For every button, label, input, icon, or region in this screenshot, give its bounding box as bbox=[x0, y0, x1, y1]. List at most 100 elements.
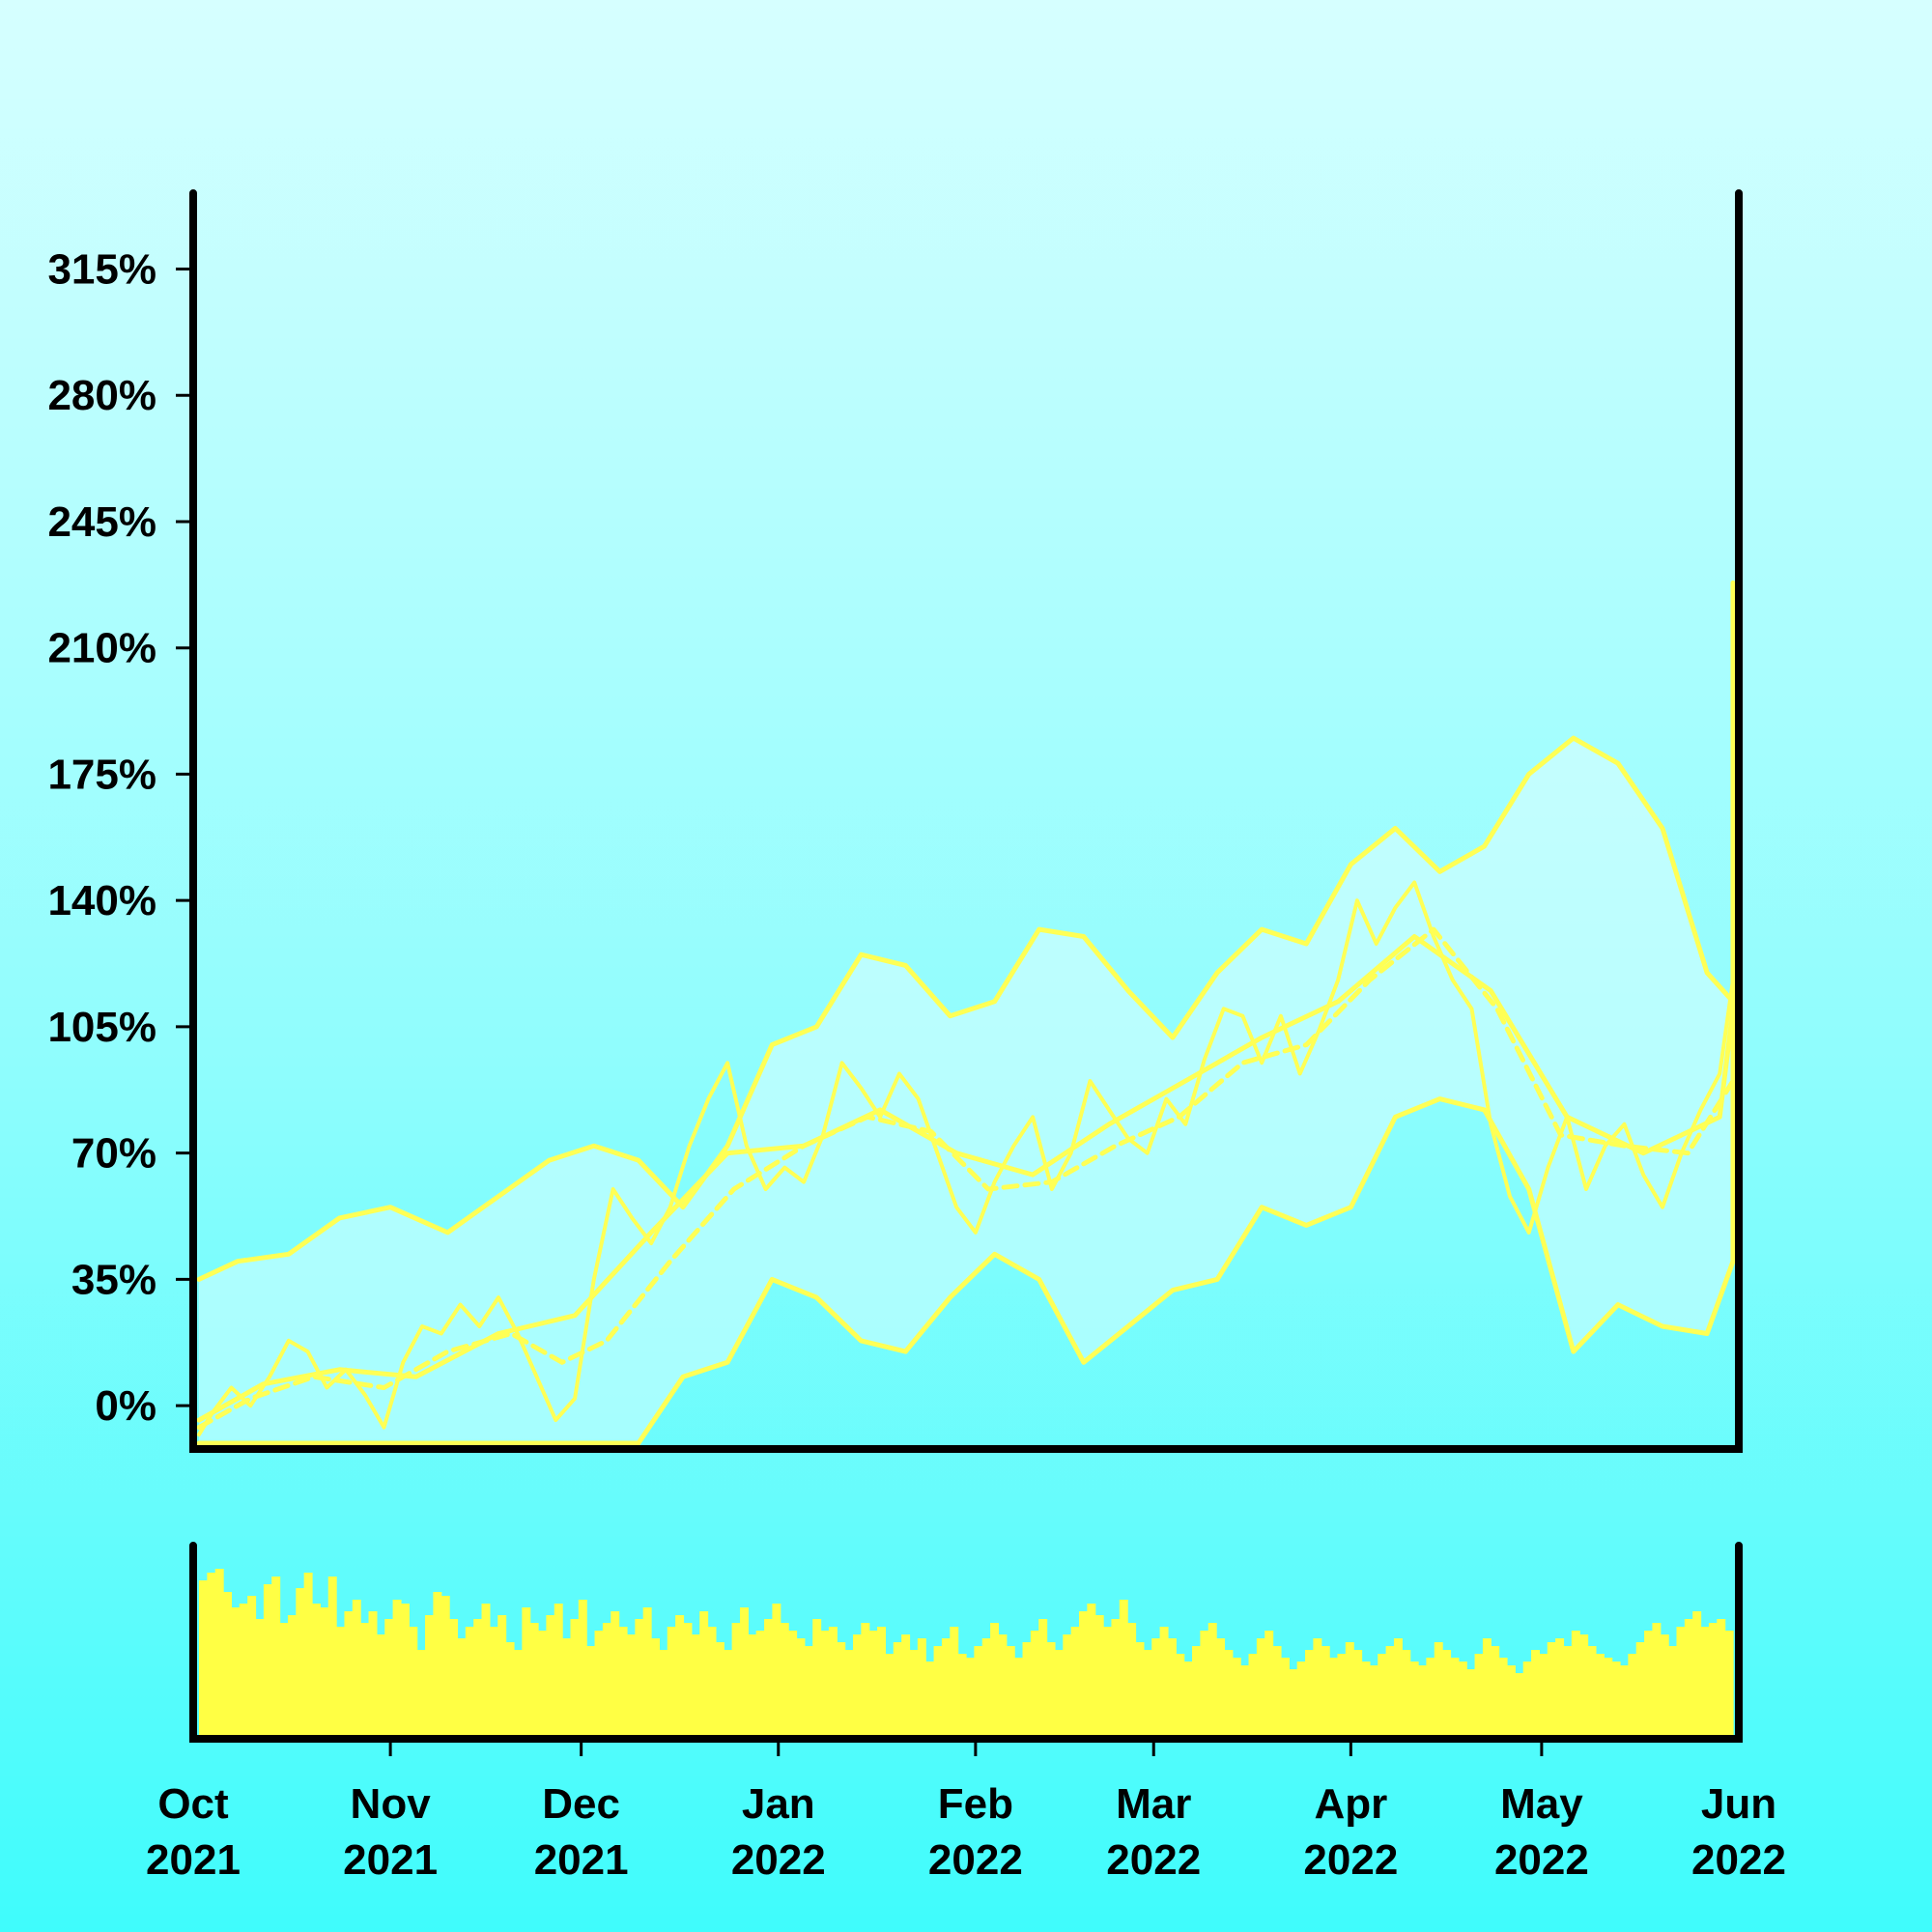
volume-bar bbox=[772, 1604, 781, 1739]
volume-bar bbox=[651, 1638, 660, 1739]
volume-bar bbox=[804, 1646, 813, 1739]
volume-bar bbox=[1176, 1654, 1185, 1739]
volume-bar bbox=[1094, 1615, 1104, 1739]
volume-bar bbox=[1684, 1619, 1693, 1739]
volume-bar bbox=[1103, 1627, 1113, 1739]
volume-bar bbox=[384, 1619, 394, 1739]
volume-bars bbox=[199, 1569, 1734, 1739]
volume-bar bbox=[1692, 1611, 1702, 1739]
volume-bar bbox=[1264, 1631, 1274, 1739]
volume-bar bbox=[885, 1654, 895, 1739]
volume-bar bbox=[1708, 1623, 1718, 1739]
volume-bar bbox=[1700, 1627, 1710, 1739]
volume-bar bbox=[1506, 1665, 1516, 1739]
volume-bar bbox=[1385, 1646, 1395, 1739]
volume-bar bbox=[748, 1634, 757, 1739]
volume-bar bbox=[538, 1631, 547, 1739]
volume-bar bbox=[489, 1627, 498, 1739]
volume-bar bbox=[844, 1650, 854, 1739]
volume-bar bbox=[1450, 1658, 1460, 1739]
volume-bar bbox=[1547, 1642, 1556, 1739]
axes bbox=[189, 189, 1743, 1743]
volume-bar bbox=[715, 1642, 724, 1739]
volume-bar bbox=[1426, 1658, 1435, 1739]
volume-bar bbox=[1482, 1638, 1492, 1739]
volume-bar bbox=[1079, 1611, 1088, 1739]
volume-bar bbox=[1014, 1658, 1024, 1739]
volume-bar bbox=[602, 1623, 611, 1739]
volume-bar bbox=[1143, 1650, 1152, 1739]
volume-bar bbox=[1296, 1662, 1306, 1739]
volume-bar bbox=[837, 1642, 846, 1739]
volume-bar bbox=[707, 1627, 717, 1739]
volume-bar bbox=[1466, 1669, 1476, 1739]
volume-bar bbox=[1409, 1662, 1419, 1739]
volume-bar bbox=[578, 1600, 587, 1739]
volume-bar bbox=[852, 1634, 862, 1739]
volume-bar bbox=[271, 1577, 281, 1739]
y-tick-label: 70% bbox=[71, 1130, 156, 1178]
x-tick-label-month: Oct bbox=[157, 1780, 229, 1828]
volume-bar bbox=[1595, 1654, 1605, 1739]
volume-bar bbox=[1668, 1646, 1678, 1739]
volume-bar bbox=[1522, 1662, 1532, 1739]
volume-bar bbox=[764, 1619, 774, 1739]
volume-bar bbox=[675, 1615, 685, 1739]
x-tick-label-month: Mar bbox=[1116, 1780, 1191, 1828]
volume-bar bbox=[263, 1584, 272, 1739]
volume-bar bbox=[1119, 1600, 1128, 1739]
volume-bar bbox=[1442, 1650, 1452, 1739]
volume-bar bbox=[1563, 1646, 1573, 1739]
volume-bar bbox=[1369, 1665, 1378, 1739]
volume-bar bbox=[1280, 1658, 1290, 1739]
volume-bar bbox=[1717, 1619, 1726, 1739]
volume-bar bbox=[554, 1604, 563, 1739]
volume-bar bbox=[1289, 1669, 1298, 1739]
volume-bar bbox=[1724, 1631, 1734, 1739]
volume-bar bbox=[998, 1634, 1008, 1739]
volume-bar bbox=[683, 1623, 693, 1739]
y-tick-label: 0% bbox=[95, 1382, 156, 1430]
volume-bar bbox=[513, 1650, 523, 1739]
volume-bar bbox=[941, 1638, 951, 1739]
x-tick-label-month: Dec bbox=[542, 1780, 620, 1828]
y-tick-label: 105% bbox=[47, 1004, 156, 1051]
y-tick-label: 315% bbox=[47, 245, 156, 293]
volume-bar bbox=[239, 1604, 248, 1739]
y-tick-label: 35% bbox=[71, 1256, 156, 1303]
volume-bar bbox=[1402, 1650, 1411, 1739]
volume-bar bbox=[1127, 1623, 1137, 1739]
volume-bar bbox=[1571, 1631, 1580, 1739]
volume-bar bbox=[207, 1573, 216, 1739]
volume-bar bbox=[425, 1615, 434, 1739]
volume-bar bbox=[1256, 1638, 1265, 1739]
volume-bar bbox=[1305, 1650, 1314, 1739]
volume-bar bbox=[586, 1646, 596, 1739]
volume-bar bbox=[1644, 1631, 1654, 1739]
volume-bar bbox=[505, 1642, 515, 1739]
volume-bar bbox=[336, 1627, 346, 1739]
volume-bar bbox=[255, 1619, 265, 1739]
volume-bar bbox=[1063, 1634, 1072, 1739]
volume-bar bbox=[1046, 1642, 1056, 1739]
volume-bar bbox=[861, 1623, 870, 1739]
volume-bar bbox=[1216, 1638, 1226, 1739]
volume-bar bbox=[360, 1623, 370, 1739]
volume-bar bbox=[990, 1623, 1000, 1739]
volume-bar bbox=[409, 1627, 418, 1739]
volume-bar bbox=[1070, 1627, 1080, 1739]
x-tick-label-year: 2022 bbox=[731, 1836, 826, 1884]
x-tick-label-month: Nov bbox=[351, 1780, 432, 1828]
volume-bar bbox=[457, 1638, 467, 1739]
x-tick-label-year: 2021 bbox=[343, 1836, 438, 1884]
volume-bar bbox=[327, 1577, 337, 1739]
volume-bar bbox=[812, 1619, 822, 1739]
series-line-lower-band-4 bbox=[196, 897, 1736, 1446]
volume-bar bbox=[1087, 1604, 1096, 1739]
volume-bar bbox=[1378, 1654, 1387, 1739]
volume-bar bbox=[570, 1619, 580, 1739]
volume-bar bbox=[1224, 1650, 1234, 1739]
volume-bar bbox=[1192, 1646, 1201, 1739]
volume-bar bbox=[231, 1607, 241, 1739]
volume-bar bbox=[788, 1631, 798, 1739]
